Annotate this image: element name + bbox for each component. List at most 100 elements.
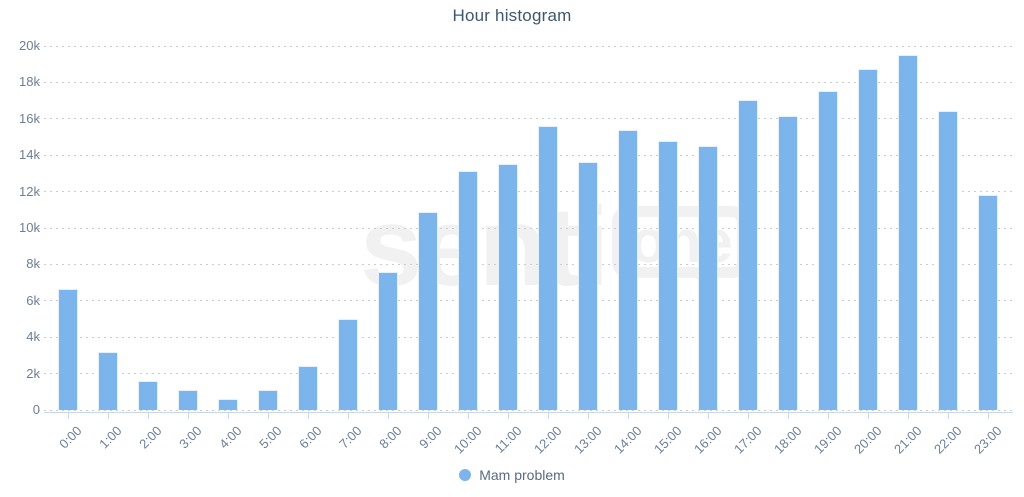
x-axis-label: 7:00 <box>336 423 365 452</box>
bar-23:00[interactable] <box>978 195 998 410</box>
bar-14:00[interactable] <box>618 129 638 410</box>
x-axis-label: 0:00 <box>56 423 85 452</box>
x-axis-label: 10:00 <box>450 423 485 457</box>
x-axis-tick <box>388 413 389 419</box>
x-axis-line <box>44 412 1013 413</box>
bar-22:00[interactable] <box>938 110 958 410</box>
x-axis-label: 16:00 <box>690 423 725 457</box>
x-axis-tick <box>788 413 789 419</box>
gridline <box>38 191 1013 193</box>
y-axis-label: 4k <box>26 329 40 345</box>
y-axis-label: 14k <box>19 147 40 163</box>
bar-19:00[interactable] <box>818 90 838 410</box>
gridline <box>38 336 1013 338</box>
x-axis-tick <box>668 413 669 419</box>
x-axis-tick <box>188 413 189 419</box>
y-axis-label: 8k <box>26 256 40 272</box>
x-axis-label: 6:00 <box>296 423 325 452</box>
y-axis-label: 0 <box>32 402 40 417</box>
x-axis-tick <box>708 413 709 419</box>
gridline <box>38 81 1013 83</box>
y-axis-label: 18k <box>19 74 40 90</box>
legend-marker-icon <box>459 469 472 481</box>
gridline <box>38 409 1013 411</box>
gridline <box>38 154 1013 156</box>
x-axis-label: 8:00 <box>376 423 405 452</box>
x-axis-label: 1:00 <box>96 423 125 452</box>
gridline <box>38 45 1013 47</box>
bar-18:00[interactable] <box>778 116 798 410</box>
x-axis-tick <box>628 413 629 419</box>
bar-1:00[interactable] <box>98 351 118 410</box>
bar-20:00[interactable] <box>858 68 878 410</box>
bar-8:00[interactable] <box>378 271 398 410</box>
x-axis-tick <box>148 413 149 419</box>
y-axis-label: 2k <box>26 365 40 381</box>
bar-0:00[interactable] <box>58 288 78 410</box>
gridline <box>38 118 1013 120</box>
x-axis-tick <box>308 413 309 419</box>
y-axis-label: 16k <box>19 110 40 126</box>
x-axis-label: 4:00 <box>216 423 245 452</box>
bar-16:00[interactable] <box>698 146 718 410</box>
x-axis-label: 15:00 <box>650 423 685 457</box>
x-axis-tick <box>948 413 949 419</box>
x-axis-tick <box>828 413 829 419</box>
x-axis-tick <box>268 413 269 419</box>
x-axis-tick <box>108 413 109 419</box>
x-axis-label: 19:00 <box>810 423 845 457</box>
x-axis-tick <box>748 413 749 419</box>
bar-3:00[interactable] <box>178 389 198 410</box>
bar-5:00[interactable] <box>258 389 278 410</box>
x-axis-label: 22:00 <box>930 423 965 457</box>
x-axis-tick <box>68 413 69 419</box>
x-axis-tick <box>468 413 469 419</box>
x-axis-label: 18:00 <box>770 423 805 457</box>
x-axis-tick <box>868 413 869 419</box>
x-axis-tick <box>228 413 229 419</box>
x-axis-tick <box>508 413 509 419</box>
bar-4:00[interactable] <box>218 399 238 410</box>
y-axis-label: 10k <box>19 220 40 235</box>
x-axis-label: 21:00 <box>890 423 925 457</box>
x-axis-label: 13:00 <box>570 423 605 457</box>
x-axis-tick <box>548 413 549 419</box>
x-axis-tick <box>348 413 349 419</box>
x-axis-label: 14:00 <box>610 423 645 457</box>
bar-21:00[interactable] <box>898 55 918 410</box>
x-axis-label: 11:00 <box>491 423 525 456</box>
x-axis-label: 20:00 <box>850 423 885 457</box>
bar-17:00[interactable] <box>738 99 758 410</box>
bar-15:00[interactable] <box>658 140 678 410</box>
x-axis-tick <box>428 413 429 419</box>
bar-2:00[interactable] <box>138 380 158 410</box>
bar-6:00[interactable] <box>298 366 318 410</box>
x-axis-label: 9:00 <box>416 423 445 452</box>
watermark: senti one <box>360 184 749 309</box>
y-axis-label: 6k <box>26 292 40 308</box>
x-axis-tick <box>988 413 989 419</box>
bar-7:00[interactable] <box>338 319 358 410</box>
x-axis-label: 3:00 <box>176 423 205 452</box>
x-axis-tick <box>588 413 589 419</box>
x-axis-label: 2:00 <box>136 423 165 452</box>
gridline <box>38 227 1013 229</box>
x-axis-label: 17:00 <box>730 423 765 457</box>
bar-12:00[interactable] <box>538 126 558 410</box>
x-axis-label: 5:00 <box>256 423 285 452</box>
gridline <box>38 263 1013 265</box>
bar-13:00[interactable] <box>578 161 598 410</box>
bar-10:00[interactable] <box>458 170 478 410</box>
gridline <box>38 300 1013 302</box>
legend[interactable]: Mam problem <box>0 467 1024 483</box>
y-axis-label: 12k <box>19 183 40 199</box>
x-axis-label: 23:00 <box>970 423 1005 457</box>
bar-9:00[interactable] <box>418 211 438 410</box>
watermark-text-senti: senti <box>360 184 609 309</box>
x-axis-label: 12:00 <box>530 423 565 457</box>
x-axis-tick <box>908 413 909 419</box>
bar-11:00[interactable] <box>498 164 518 410</box>
legend-label: Mam problem <box>479 467 565 483</box>
chart-title: Hour histogram <box>452 6 572 25</box>
